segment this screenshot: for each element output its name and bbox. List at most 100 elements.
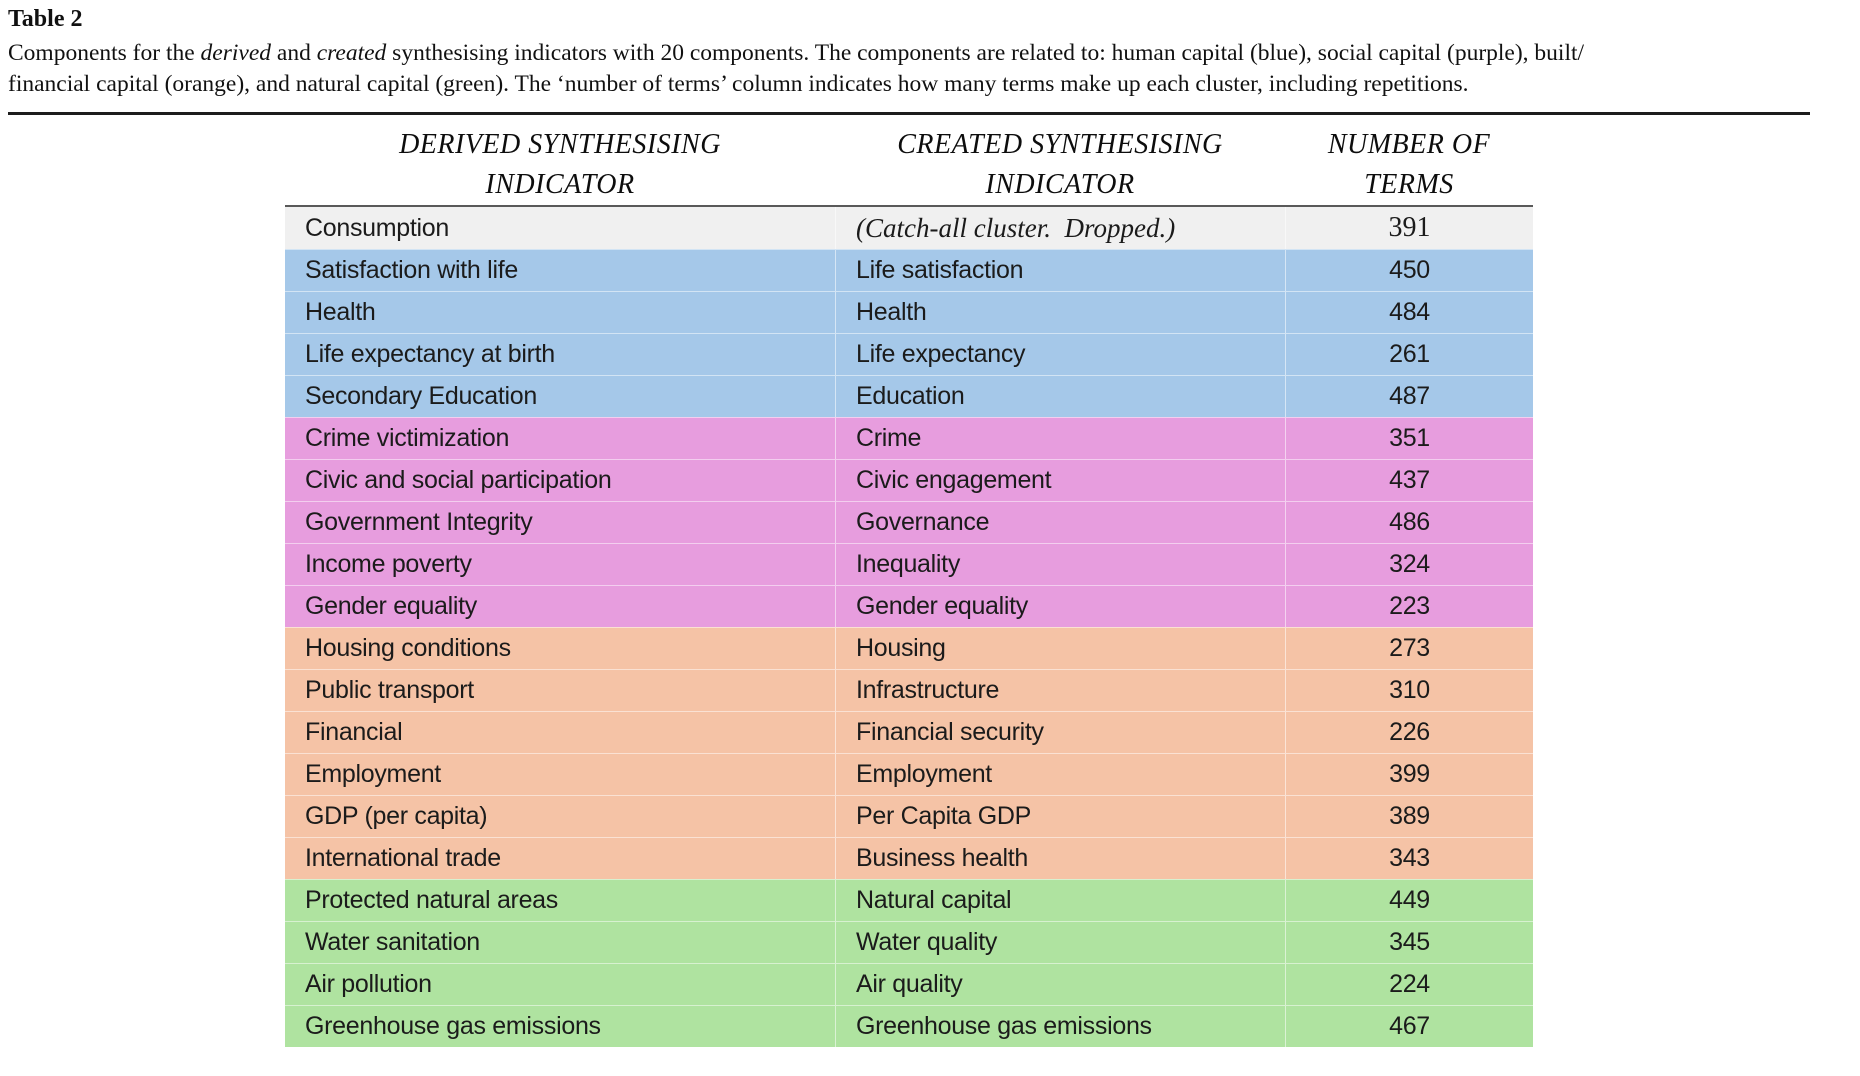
- caption-seg-2: and: [271, 40, 317, 66]
- created-indicator-cell: Health: [835, 292, 1285, 333]
- table-row: Health Health 484: [285, 291, 1533, 333]
- derived-indicator-cell: Secondary Education: [305, 382, 537, 410]
- number-of-terms-cell: 351: [1285, 418, 1533, 459]
- number-of-terms-cell: 224: [1285, 964, 1533, 1005]
- table-row: Financial Financial security 226: [285, 711, 1533, 753]
- number-of-terms-cell: 223: [1285, 586, 1533, 627]
- derived-indicator-cell: Government Integrity: [305, 508, 533, 536]
- header-created-indicator: CREATED SYNTHESISING INDICATOR: [835, 125, 1285, 205]
- created-indicator-cell: Gender equality: [835, 586, 1285, 627]
- number-of-terms-cell: 449: [1285, 880, 1533, 921]
- table-row: Water sanitation Water quality 345: [285, 921, 1533, 963]
- table-header-row: DERIVED SYNTHESISING INDICATOR CREATED S…: [285, 118, 1533, 205]
- table-row: International trade Business health 343: [285, 837, 1533, 879]
- derived-indicator-cell: Crime victimization: [305, 424, 510, 452]
- header-derived-line1: DERIVED SYNTHESISING: [399, 129, 721, 160]
- created-indicator-cell: Life expectancy: [835, 334, 1285, 375]
- caption-italic-created: created: [316, 40, 387, 66]
- number-of-terms-cell: 389: [1285, 796, 1533, 837]
- caption-line-2: financial capital (orange), and natural …: [8, 71, 1469, 97]
- number-of-terms-cell: 486: [1285, 502, 1533, 543]
- header-created-line1: CREATED SYNTHESISING: [897, 129, 1223, 160]
- header-created-line2: INDICATOR: [985, 169, 1135, 200]
- caption-divider-line: [8, 112, 1810, 115]
- number-of-terms-cell: 324: [1285, 544, 1533, 585]
- table-row: Gender equality Gender equality 223: [285, 585, 1533, 627]
- number-of-terms-cell: 273: [1285, 628, 1533, 669]
- table-body: Consumption (Catch-all cluster. Dropped.…: [285, 205, 1533, 1047]
- derived-indicator-cell: Gender equality: [305, 592, 478, 620]
- created-indicator-cell: Natural capital: [835, 880, 1285, 921]
- header-derived-line2: INDICATOR: [485, 169, 635, 200]
- created-indicator-cell: Financial security: [835, 712, 1285, 753]
- created-indicator-cell: Governance: [835, 502, 1285, 543]
- table-row: Employment Employment 399: [285, 753, 1533, 795]
- created-indicator-cell: Civic engagement: [835, 460, 1285, 501]
- derived-indicator-cell: Housing conditions: [305, 634, 511, 662]
- table-row: Life expectancy at birth Life expectancy…: [285, 333, 1533, 375]
- derived-indicator-cell: Civic and social participation: [305, 466, 612, 494]
- caption-italic-derived: derived: [200, 40, 272, 66]
- created-indicator-cell: Infrastructure: [835, 670, 1285, 711]
- caption-seg-3: synthesising indicators with 20 componen…: [386, 40, 1585, 66]
- number-of-terms-cell: 343: [1285, 838, 1533, 879]
- header-number-of-terms: NUMBER OF TERMS: [1285, 125, 1533, 205]
- table-label: Table 2: [8, 6, 83, 32]
- number-of-terms-cell: 487: [1285, 376, 1533, 417]
- table-row: Air pollution Air quality 224: [285, 963, 1533, 1005]
- derived-indicator-cell: Financial: [305, 718, 403, 746]
- created-indicator-cell: Employment: [835, 754, 1285, 795]
- derived-indicator-cell: Water sanitation: [305, 928, 480, 956]
- header-terms-line2: TERMS: [1364, 169, 1454, 200]
- created-indicator-cell: Air quality: [835, 964, 1285, 1005]
- table-row: Secondary Education Education 487: [285, 375, 1533, 417]
- number-of-terms-cell: 226: [1285, 712, 1533, 753]
- created-indicator-cell: Business health: [835, 838, 1285, 879]
- created-indicator-cell: Inequality: [835, 544, 1285, 585]
- created-indicator-cell: Crime: [835, 418, 1285, 459]
- derived-indicator-cell: GDP (per capita): [305, 802, 488, 830]
- table-row: GDP (per capita) Per Capita GDP 389: [285, 795, 1533, 837]
- number-of-terms-cell: 437: [1285, 460, 1533, 501]
- derived-indicator-cell: International trade: [305, 844, 501, 872]
- created-indicator-cell: Water quality: [835, 922, 1285, 963]
- created-indicator-cell: Housing: [835, 628, 1285, 669]
- number-of-terms-cell: 450: [1285, 250, 1533, 291]
- table-row: Greenhouse gas emissions Greenhouse gas …: [285, 1005, 1533, 1047]
- number-of-terms-cell: 484: [1285, 292, 1533, 333]
- number-of-terms-cell: 310: [1285, 670, 1533, 711]
- derived-indicator-cell: Income poverty: [305, 550, 472, 578]
- derived-indicator-cell: Life expectancy at birth: [305, 340, 555, 368]
- derived-indicator-cell: Protected natural areas: [305, 886, 558, 914]
- table-caption: Components for the derived and created s…: [8, 38, 1820, 100]
- components-table: DERIVED SYNTHESISING INDICATOR CREATED S…: [285, 118, 1533, 1047]
- created-indicator-cell: (Catch-all cluster. Dropped.): [835, 207, 1285, 249]
- created-indicator-cell: Greenhouse gas emissions: [835, 1006, 1285, 1047]
- derived-indicator-cell: Consumption: [305, 213, 450, 242]
- header-derived-indicator: DERIVED SYNTHESISING INDICATOR: [285, 125, 835, 205]
- table-row: Crime victimization Crime 351: [285, 417, 1533, 459]
- number-of-terms-cell: 261: [1285, 334, 1533, 375]
- header-terms-line1: NUMBER OF: [1327, 129, 1491, 160]
- caption-seg-1: Components for the: [8, 40, 201, 66]
- table-row: Housing conditions Housing 273: [285, 627, 1533, 669]
- created-indicator-cell: Education: [835, 376, 1285, 417]
- table-row: Protected natural areas Natural capital …: [285, 879, 1533, 921]
- table-row: Public transport Infrastructure 310: [285, 669, 1533, 711]
- number-of-terms-cell: 467: [1285, 1006, 1533, 1047]
- derived-indicator-cell: Public transport: [305, 676, 474, 704]
- table-row: Satisfaction with life Life satisfaction…: [285, 249, 1533, 291]
- derived-indicator-cell: Satisfaction with life: [305, 256, 518, 284]
- created-indicator-cell: Life satisfaction: [835, 250, 1285, 291]
- caption-line-1: Components for the derived and created s…: [8, 38, 1820, 69]
- table-row: Consumption (Catch-all cluster. Dropped.…: [285, 207, 1533, 249]
- table-row: Civic and social participation Civic eng…: [285, 459, 1533, 501]
- created-indicator-cell: Per Capita GDP: [835, 796, 1285, 837]
- derived-indicator-cell: Employment: [305, 760, 441, 788]
- number-of-terms-cell: 345: [1285, 922, 1533, 963]
- number-of-terms-cell: 391: [1285, 207, 1533, 249]
- table-row: Government Integrity Governance 486: [285, 501, 1533, 543]
- derived-indicator-cell: Greenhouse gas emissions: [305, 1012, 601, 1040]
- derived-indicator-cell: Air pollution: [305, 970, 432, 998]
- derived-indicator-cell: Health: [305, 298, 376, 326]
